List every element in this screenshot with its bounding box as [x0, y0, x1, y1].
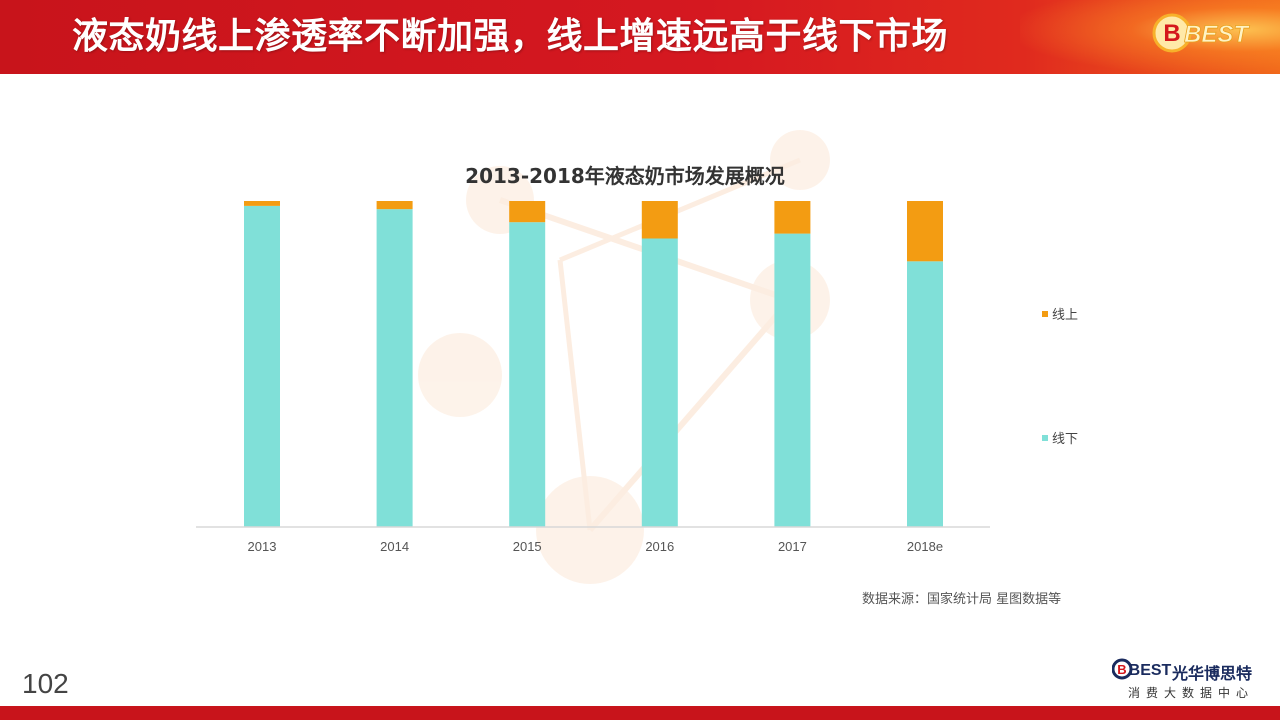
brand-subtitle: 消费大数据中心 — [1128, 686, 1255, 700]
header-logo-text: BEST — [1184, 21, 1250, 48]
bar-online-2013 — [244, 201, 280, 206]
legend-label-offline: 线下 — [1052, 432, 1079, 447]
brand-mark-text: BEST — [1129, 662, 1172, 679]
svg-text:B: B — [1163, 20, 1180, 47]
bar-offline-2013 — [244, 205, 280, 527]
page-number: 102 — [22, 668, 69, 699]
footer-bar — [0, 706, 1280, 720]
legend-swatch-online — [1042, 310, 1048, 317]
x-tick-label: 2017 — [778, 539, 807, 554]
bar-online-2015 — [509, 201, 546, 223]
bar-online-2016 — [641, 201, 678, 239]
best-logo-icon: B BEST — [1152, 13, 1251, 53]
bar-online-2014 — [376, 201, 413, 210]
x-tick-labels: 2013 2014 2015 2016 2017 2018e — [248, 539, 944, 554]
legend-swatch-offline — [1042, 434, 1048, 441]
bar-offline-2017 — [774, 233, 811, 527]
bar-online-2018e — [907, 201, 943, 262]
bar-online-2017 — [774, 201, 811, 234]
page-title: 液态奶线上渗透率不断加强，线上增速远高于线下市场 — [72, 16, 949, 57]
x-tick-label: 2016 — [645, 539, 674, 554]
legend-label-online: 线上 — [1052, 308, 1079, 323]
brand-name: 光华博思特 — [1172, 664, 1253, 683]
bar-offline-2018e — [907, 261, 943, 527]
x-tick-label: 2015 — [513, 539, 542, 554]
chart-background-decoration — [418, 130, 830, 584]
bar-offline-2014 — [376, 209, 413, 527]
header-decoration — [1020, 0, 1280, 74]
legend-item-offline: 线下 — [1042, 428, 1078, 447]
header-banner: 液态奶线上渗透率不断加强，线上增速远高于线下市场 B BEST — [0, 0, 1280, 74]
chart-title: 2013-2018年液态奶市场发展概况 — [465, 164, 785, 188]
bar-offline-2015 — [509, 222, 546, 527]
x-tick-label: 2013 — [248, 539, 277, 554]
chart-bars — [244, 201, 943, 528]
bar-offline-2016 — [641, 238, 678, 528]
source-note: 数据来源：国家统计局 星图数据等 — [862, 592, 1062, 607]
x-tick-label: 2014 — [380, 539, 409, 554]
legend-item-online: 线上 — [1042, 304, 1078, 323]
x-tick-label: 2018e — [907, 539, 943, 554]
svg-text:B: B — [1117, 662, 1126, 677]
brand-logo-icon: B BEST — [1112, 658, 1172, 680]
